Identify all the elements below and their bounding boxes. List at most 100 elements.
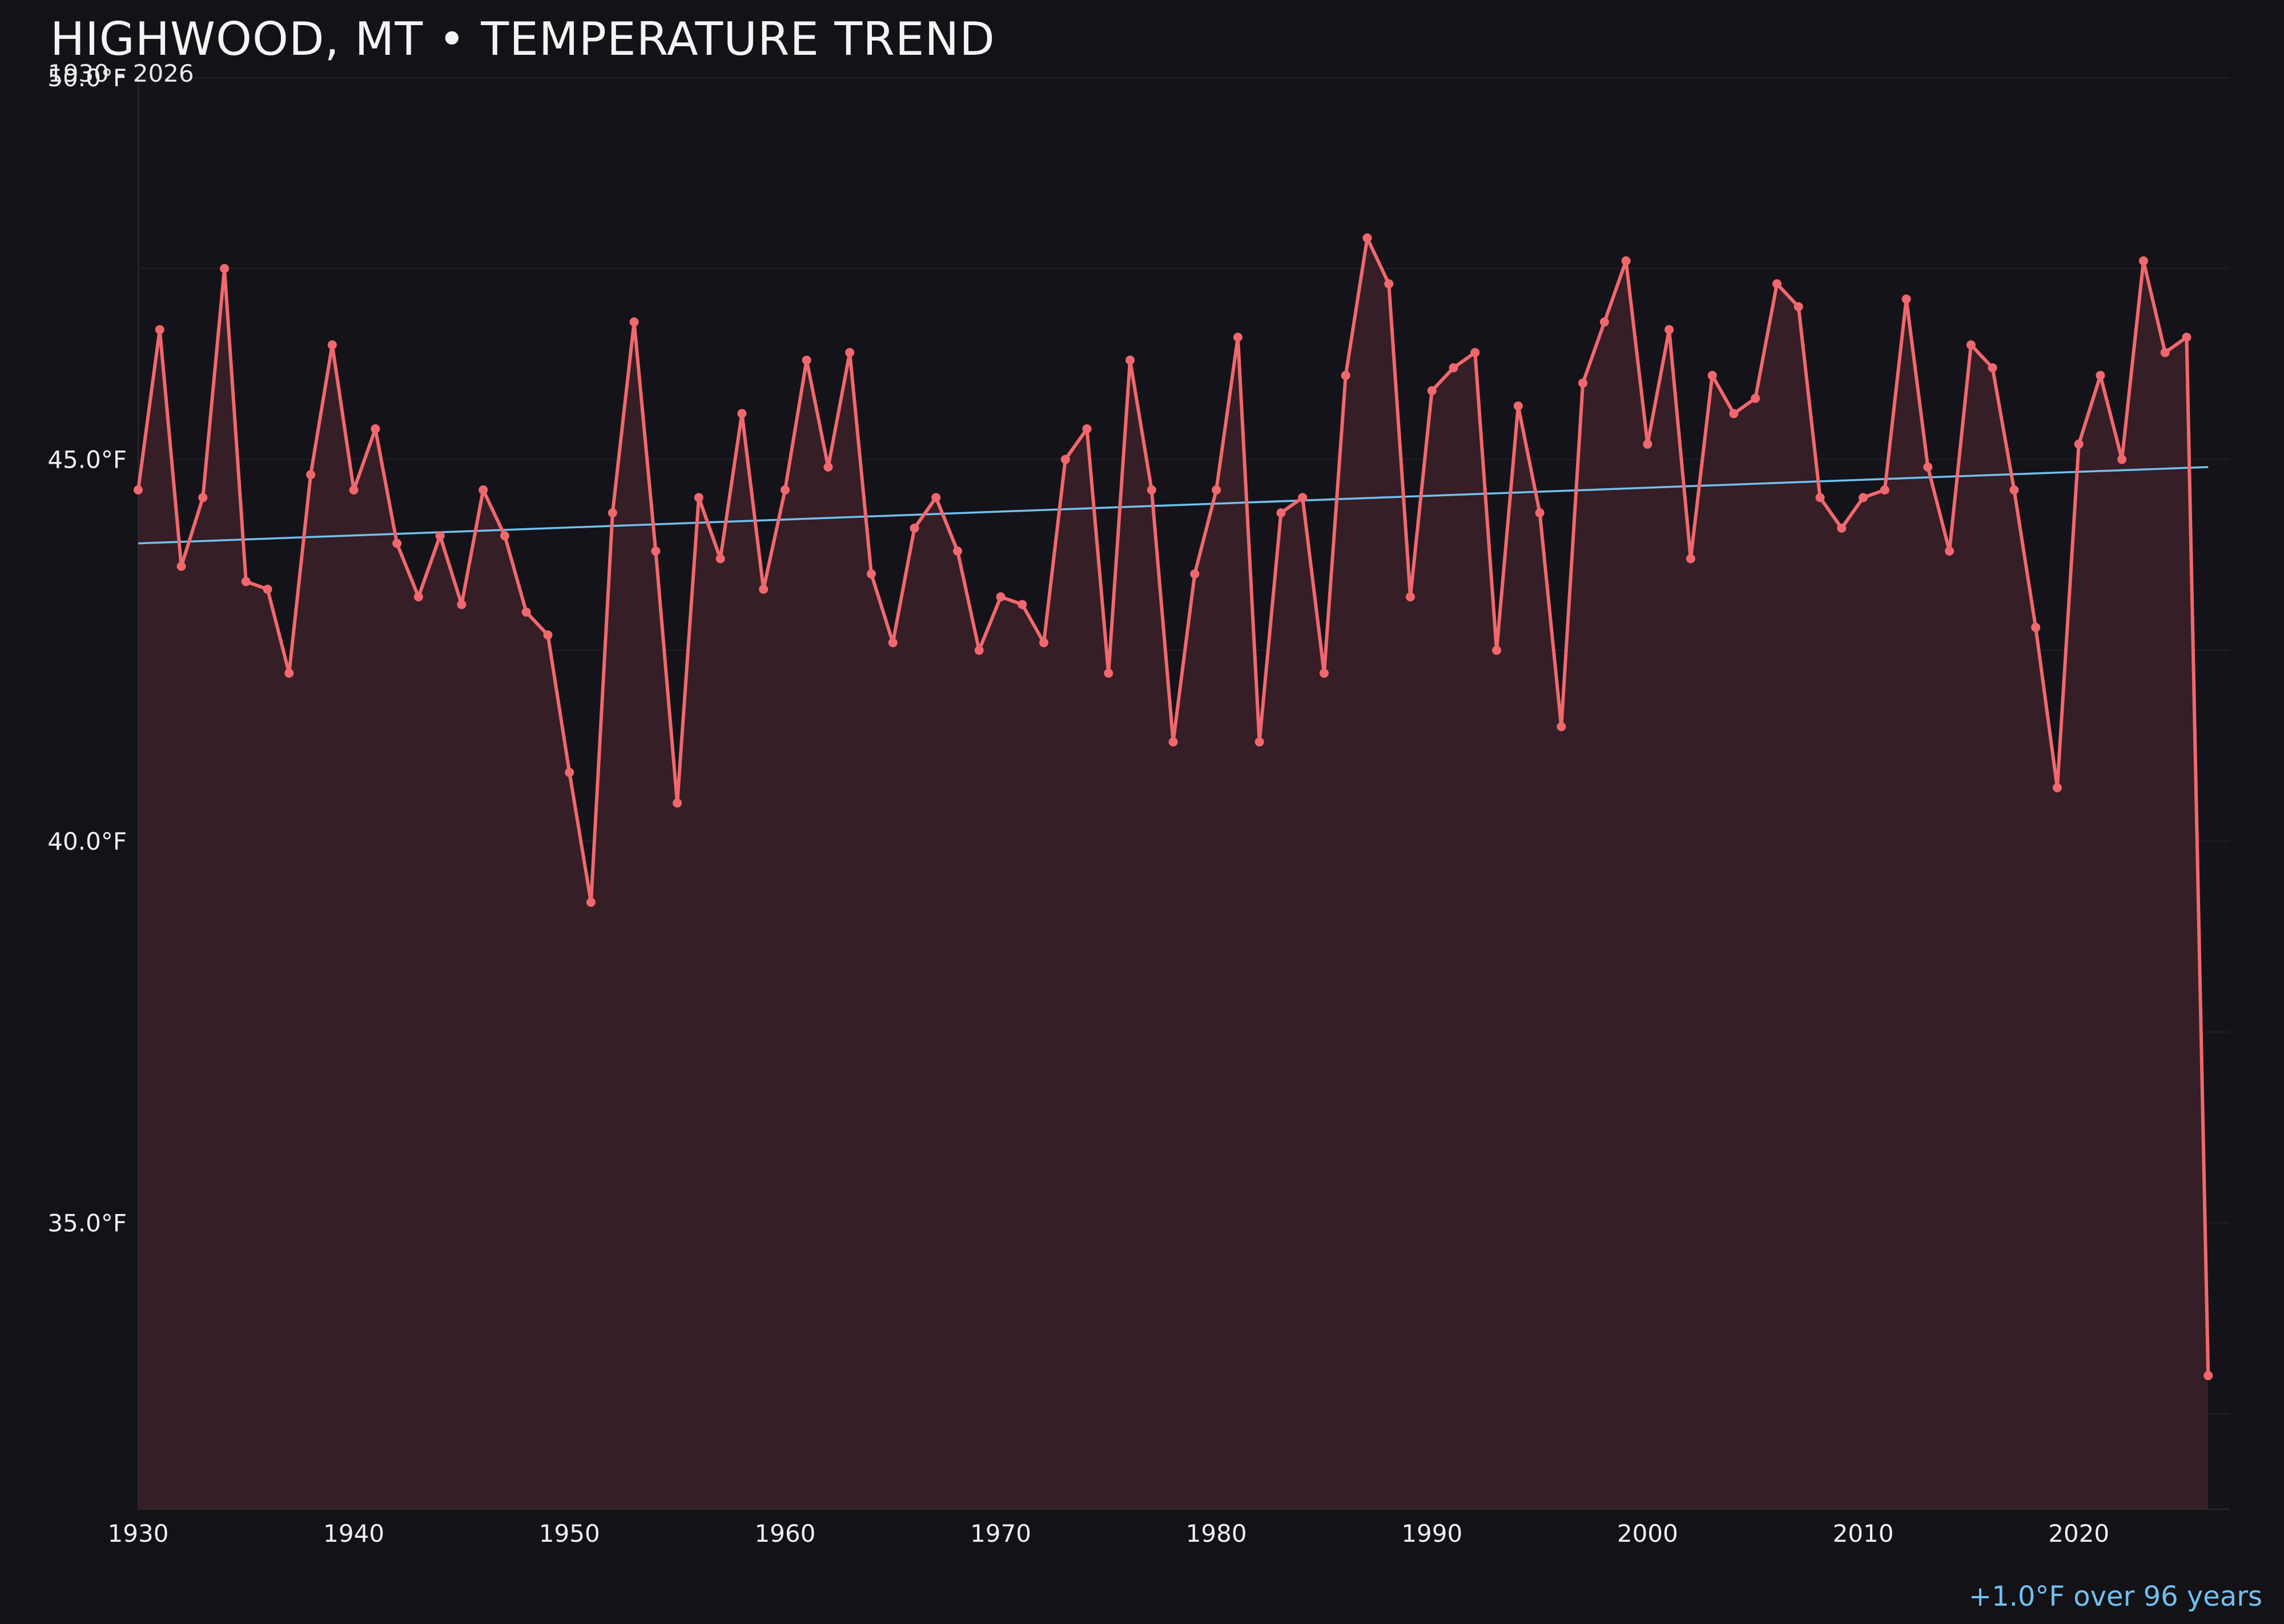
data-point	[521, 607, 531, 617]
data-point	[392, 538, 402, 548]
data-point	[2096, 371, 2105, 380]
data-point	[1212, 485, 1221, 495]
data-point	[198, 493, 208, 503]
data-point	[457, 600, 467, 609]
data-point	[1664, 325, 1674, 335]
data-point	[1082, 424, 1092, 434]
data-point	[1988, 363, 1997, 373]
data-point	[888, 638, 898, 648]
trend-line	[138, 466, 2209, 545]
data-point	[1599, 317, 1609, 327]
trend-annotation: +1.0°F over 96 years	[1969, 1581, 2262, 1613]
x-tick-label: 2010	[1833, 1520, 1894, 1547]
data-point	[1147, 485, 1156, 495]
data-point	[1772, 279, 1782, 289]
data-point	[845, 348, 855, 357]
data-point	[1643, 439, 1652, 449]
data-point	[1535, 508, 1545, 518]
data-point	[651, 546, 661, 556]
data-point	[1751, 393, 1760, 403]
data-point	[1427, 386, 1437, 396]
data-point	[1039, 638, 1049, 648]
data-point	[241, 577, 251, 586]
data-point	[327, 340, 337, 349]
x-axis-ticks: 1930 1940 1950 1960 1970 1980 1990 2000 2010 2020	[108, 1520, 2110, 1547]
data-point	[974, 645, 984, 655]
data-point	[1018, 600, 1027, 609]
y-tick-label: 50.0°F	[47, 64, 127, 92]
data-point	[1707, 371, 1717, 380]
data-point	[2074, 439, 2084, 449]
data-point	[2052, 783, 2062, 793]
data-point	[2203, 1371, 2213, 1381]
x-tick-label: 1940	[323, 1520, 384, 1547]
data-point	[1168, 737, 1178, 747]
y-tick-label: 45.0°F	[47, 446, 127, 474]
data-point	[1341, 371, 1350, 380]
chart-title: HIGHWOOD, MT • TEMPERATURE TREND	[50, 13, 995, 66]
data-point	[1578, 378, 1588, 388]
data-point	[1513, 401, 1523, 411]
data-point	[1794, 302, 1803, 312]
data-point	[608, 508, 617, 518]
data-point	[155, 325, 164, 335]
data-point	[1686, 554, 1695, 564]
data-point	[306, 470, 316, 480]
data-point	[478, 485, 488, 495]
data-point	[543, 630, 553, 640]
data-point	[220, 264, 230, 274]
data-point	[802, 355, 811, 365]
x-tick-label: 1960	[754, 1520, 815, 1547]
data-points	[134, 233, 2213, 1381]
x-tick-label: 2020	[2048, 1520, 2109, 1547]
data-point	[1384, 279, 1394, 289]
data-point	[1254, 737, 1264, 747]
data-point	[1557, 722, 1566, 731]
data-point	[866, 569, 876, 579]
data-point	[1298, 493, 1308, 503]
data-point	[694, 493, 703, 503]
data-point	[2182, 332, 2191, 342]
x-tick-label: 2000	[1617, 1520, 1678, 1547]
data-point	[1923, 462, 1933, 472]
x-tick-label: 1930	[108, 1520, 169, 1547]
data-point	[1319, 668, 1329, 678]
data-point	[263, 584, 272, 594]
data-point	[565, 767, 574, 777]
data-point	[435, 531, 445, 541]
data-point	[284, 668, 294, 678]
data-point	[1190, 569, 1200, 579]
data-point	[996, 592, 1006, 602]
data-point	[931, 493, 941, 503]
data-point	[2031, 622, 2041, 632]
data-point	[1966, 340, 1976, 349]
data-point	[910, 523, 919, 533]
x-tick-label: 1990	[1401, 1520, 1462, 1547]
x-tick-label: 1950	[539, 1520, 600, 1547]
data-point	[952, 546, 962, 556]
data-point	[1880, 485, 1889, 495]
data-point	[1104, 668, 1113, 678]
data-point	[1621, 256, 1631, 266]
data-point	[1729, 409, 1739, 419]
y-tick-label: 35.0°F	[47, 1209, 127, 1237]
data-point	[2160, 348, 2170, 357]
data-point	[629, 317, 639, 327]
data-point	[1276, 508, 1286, 518]
data-point	[1945, 546, 1955, 556]
data-point	[1406, 592, 1416, 602]
y-axis-ticks: 35.0°F 40.0°F 45.0°F 50.0°F	[47, 64, 127, 1237]
chart-subtitle: 1930 - 2026	[48, 59, 194, 87]
data-point	[371, 424, 380, 434]
data-point	[1060, 455, 1070, 464]
data-point	[759, 584, 769, 594]
x-tick-label: 1980	[1186, 1520, 1247, 1547]
data-point	[2117, 455, 2127, 464]
data-point	[823, 462, 833, 472]
data-point	[2009, 485, 2019, 495]
data-point	[1470, 348, 1480, 357]
data-point	[1125, 355, 1135, 365]
x-tick-label: 1970	[970, 1520, 1031, 1547]
data-point	[500, 531, 509, 541]
